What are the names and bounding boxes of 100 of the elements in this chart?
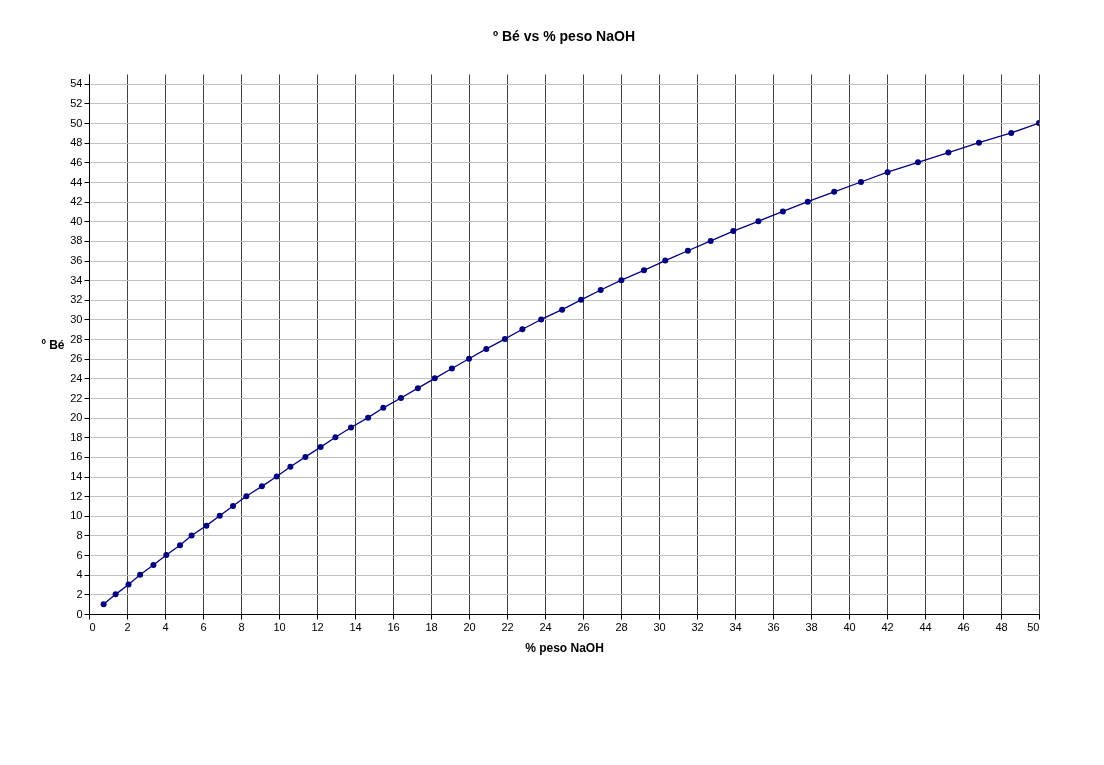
point bbox=[857, 179, 864, 185]
y-tick-label: 28 bbox=[70, 332, 83, 345]
x-tick-label: 10 bbox=[273, 620, 286, 633]
point bbox=[100, 601, 107, 608]
y-tick-label: 50 bbox=[70, 116, 83, 129]
y-tick-label: 40 bbox=[70, 214, 83, 227]
y-tick-label: 34 bbox=[70, 273, 83, 286]
x-tick-label: 8 bbox=[238, 620, 245, 633]
point bbox=[125, 581, 132, 588]
point bbox=[414, 385, 421, 392]
point bbox=[216, 512, 223, 519]
point bbox=[112, 591, 119, 598]
point bbox=[287, 463, 294, 470]
y-tick-label: 46 bbox=[70, 155, 83, 168]
x-tick-label: 18 bbox=[425, 620, 438, 633]
x-tick-label: 28 bbox=[615, 620, 628, 633]
y-tick-label: 0 bbox=[76, 607, 83, 620]
y-tick-label: 44 bbox=[70, 175, 83, 188]
point bbox=[779, 208, 786, 215]
y-tick-label: 30 bbox=[70, 312, 83, 325]
point bbox=[831, 188, 838, 195]
x-tick-label: 2 bbox=[124, 620, 131, 633]
y-tick-label: 2 bbox=[76, 587, 83, 600]
x-tick-label: 4 bbox=[162, 620, 169, 633]
y-tick-label: 52 bbox=[70, 96, 83, 109]
point bbox=[684, 247, 691, 254]
y-tick-label: 24 bbox=[70, 371, 83, 384]
point bbox=[483, 345, 490, 352]
x-tick-label: 20 bbox=[463, 620, 476, 633]
y-tick-label: 48 bbox=[70, 136, 83, 149]
y-tick-label: 4 bbox=[76, 568, 83, 581]
point bbox=[707, 237, 714, 244]
y-tick-label: 6 bbox=[76, 548, 83, 561]
point bbox=[1008, 129, 1015, 136]
point bbox=[519, 326, 526, 333]
x-tick-label: 44 bbox=[919, 620, 932, 633]
y-tick-label: 38 bbox=[70, 234, 83, 247]
point bbox=[230, 503, 237, 509]
x-tick-label: 14 bbox=[349, 620, 362, 633]
y-tick-label: 54 bbox=[70, 77, 83, 90]
x-tick-label: 22 bbox=[501, 620, 514, 633]
y-tick-label: 36 bbox=[70, 254, 83, 267]
y-tick-label: 8 bbox=[76, 528, 83, 541]
point bbox=[755, 218, 762, 225]
y-tick-label: 22 bbox=[70, 391, 83, 404]
x-tick-label: 6 bbox=[200, 620, 207, 633]
x-tick-label: 50 bbox=[1027, 620, 1040, 633]
x-tick-label: 24 bbox=[539, 620, 552, 633]
point bbox=[466, 355, 472, 362]
y-tick-label: 20 bbox=[70, 411, 83, 424]
x-tick-label: 0 bbox=[89, 620, 96, 633]
x-tick-label: 34 bbox=[729, 620, 742, 633]
x-tick-label: 32 bbox=[691, 620, 704, 633]
point bbox=[380, 404, 387, 411]
x-tick-label: 36 bbox=[767, 620, 780, 633]
x-tick-label: 46 bbox=[957, 620, 970, 633]
y-tick-label: 12 bbox=[70, 489, 83, 502]
point bbox=[914, 159, 921, 166]
point bbox=[302, 453, 309, 460]
point bbox=[501, 336, 508, 343]
point bbox=[188, 532, 195, 539]
point bbox=[884, 169, 891, 176]
point bbox=[804, 198, 811, 205]
point bbox=[662, 257, 669, 264]
point bbox=[332, 434, 339, 441]
y-tick-label: 16 bbox=[70, 450, 83, 463]
point bbox=[177, 542, 184, 549]
chart-title: º Bé vs % peso NaOH bbox=[492, 28, 636, 44]
point bbox=[559, 306, 566, 313]
point bbox=[975, 139, 982, 146]
point bbox=[273, 473, 280, 480]
x-tick-label: 12 bbox=[311, 620, 324, 633]
point bbox=[538, 316, 545, 323]
y-axis-title: º Bé bbox=[41, 337, 65, 352]
y-tick-label: 26 bbox=[70, 352, 83, 365]
x-tick-label: 30 bbox=[653, 620, 666, 633]
x-tick-label: 42 bbox=[881, 620, 894, 633]
point bbox=[243, 493, 250, 500]
point bbox=[618, 277, 625, 284]
y-tick-label: 18 bbox=[70, 430, 83, 443]
point bbox=[137, 571, 144, 578]
x-tick-label: 16 bbox=[387, 620, 400, 633]
point bbox=[397, 395, 404, 401]
point bbox=[203, 522, 210, 529]
point bbox=[945, 149, 952, 156]
point bbox=[597, 287, 604, 293]
point bbox=[640, 267, 647, 274]
point bbox=[730, 228, 737, 235]
point bbox=[578, 296, 585, 303]
y-tick-label: 42 bbox=[70, 195, 83, 208]
point bbox=[163, 552, 170, 559]
point bbox=[348, 424, 355, 431]
point bbox=[448, 365, 455, 372]
y-tick-label: 10 bbox=[70, 509, 83, 522]
y-tick-label: 14 bbox=[70, 470, 83, 483]
point bbox=[258, 483, 265, 490]
x-tick-label: 40 bbox=[843, 620, 856, 633]
x-tick-label: 38 bbox=[805, 620, 818, 633]
point bbox=[365, 414, 372, 421]
x-axis-title: % peso NaOH bbox=[525, 640, 604, 655]
